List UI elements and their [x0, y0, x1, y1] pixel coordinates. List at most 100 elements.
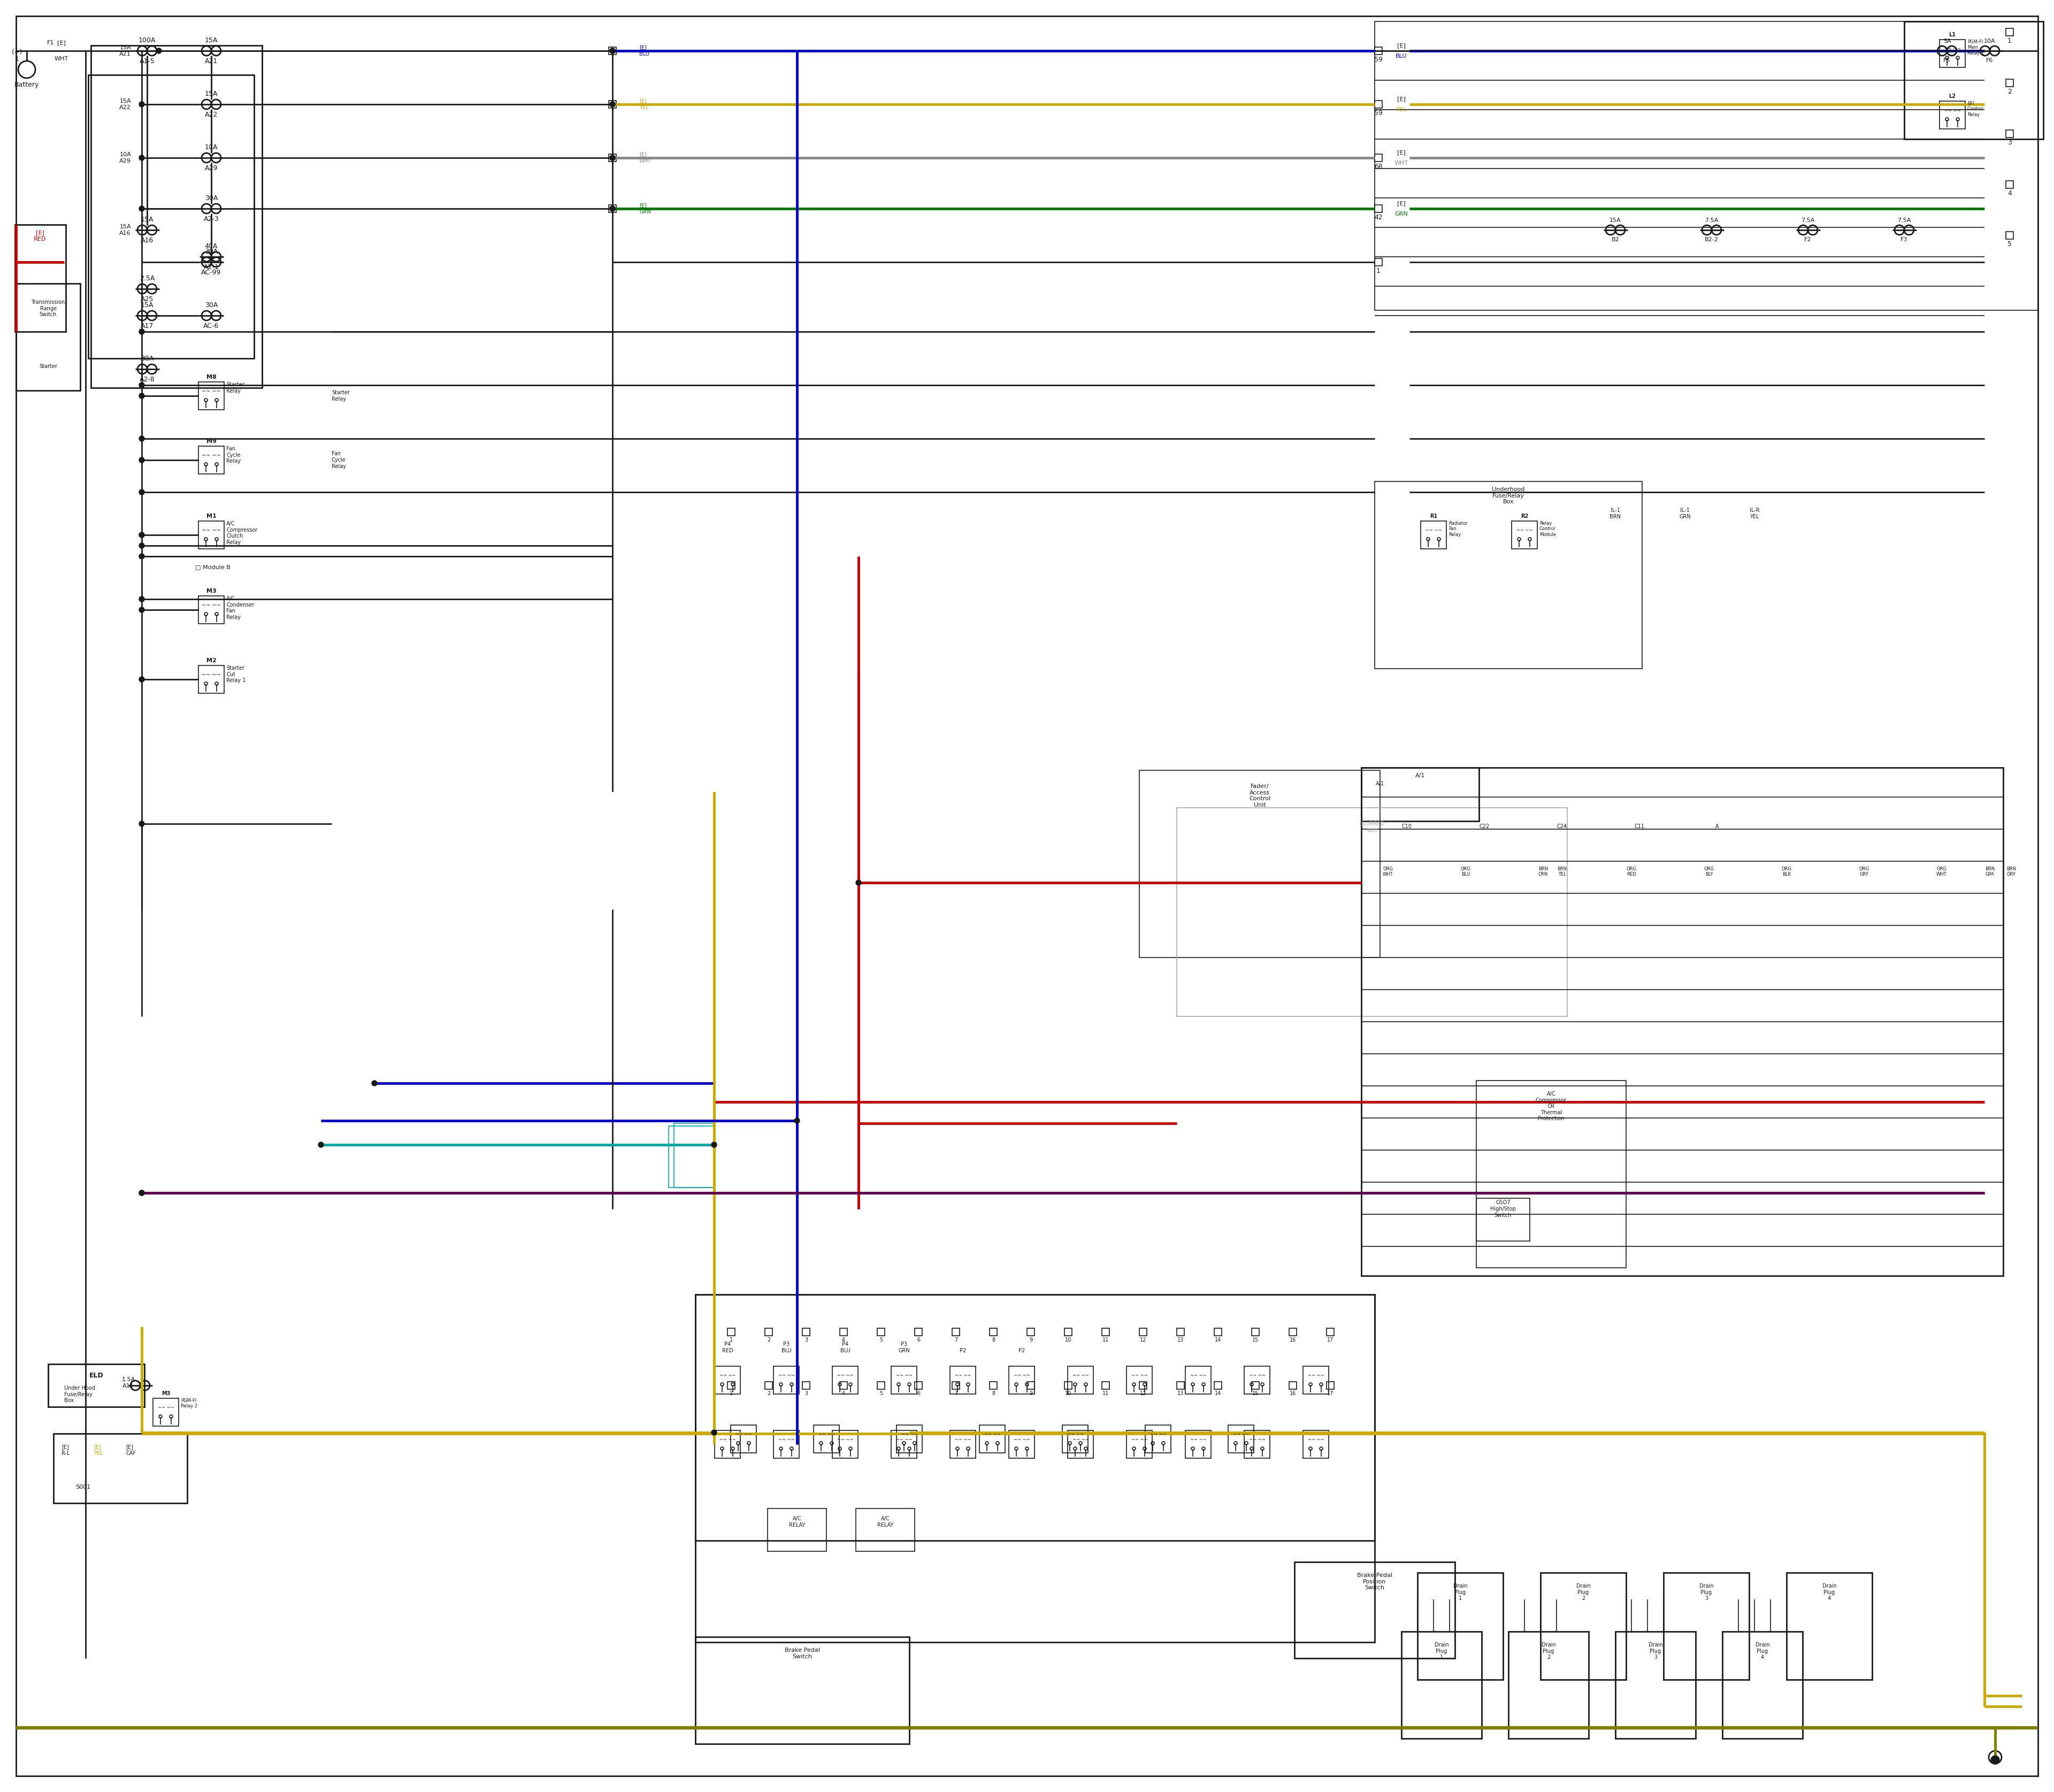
Bar: [1068, 1430, 1093, 1459]
Text: [E]
RED: [E] RED: [35, 229, 47, 242]
Text: ~~ ~~: ~~ ~~: [201, 453, 222, 459]
Bar: [1374, 100, 1382, 108]
Bar: [608, 100, 616, 108]
Bar: [914, 1328, 922, 1335]
Bar: [1327, 1382, 1333, 1389]
Text: ~~ ~~: ~~ ~~: [836, 1373, 852, 1378]
Bar: [199, 597, 224, 624]
Bar: [1245, 1366, 1269, 1394]
Text: ~~ ~~: ~~ ~~: [778, 1437, 795, 1443]
Bar: [1477, 1199, 1530, 1242]
Text: ~~ ~~: ~~ ~~: [902, 1432, 918, 1437]
Text: ~~ ~~: ~~ ~~: [719, 1437, 735, 1443]
Bar: [774, 1366, 799, 1394]
Text: ~~ ~~: ~~ ~~: [896, 1437, 912, 1443]
Bar: [47, 1364, 144, 1407]
Text: 7.5A: 7.5A: [1705, 217, 1719, 222]
Text: A16: A16: [140, 237, 154, 244]
Text: 12: 12: [1140, 1337, 1146, 1342]
Bar: [727, 1328, 735, 1335]
Text: □ Module B: □ Module B: [195, 564, 230, 570]
Text: ~~ ~~: ~~ ~~: [955, 1437, 972, 1443]
Text: ELD: ELD: [88, 1373, 103, 1380]
Text: 16: 16: [1290, 1337, 1296, 1342]
Text: 2: 2: [2007, 88, 2011, 95]
Text: Drain
Plug
3: Drain Plug 3: [1649, 1641, 1662, 1659]
Text: Fan
Cycle
Relay: Fan Cycle Relay: [226, 446, 240, 464]
Text: A2-3: A2-3: [203, 215, 220, 222]
Text: 3: 3: [805, 1337, 807, 1342]
Text: 4: 4: [842, 1391, 844, 1396]
Bar: [1374, 154, 1382, 161]
Text: P2: P2: [1019, 1348, 1025, 1353]
Text: 3: 3: [2007, 140, 2011, 145]
Text: 1.5A
A11: 1.5A A11: [121, 1376, 136, 1389]
Circle shape: [795, 1118, 799, 1124]
Bar: [199, 665, 224, 694]
Text: 14: 14: [1214, 1337, 1222, 1342]
Text: F1: F1: [47, 39, 53, 45]
Bar: [696, 1294, 1374, 1541]
Text: BRN
TEL: BRN TEL: [1557, 867, 1567, 876]
Bar: [696, 1294, 1374, 1641]
Circle shape: [140, 677, 144, 683]
Bar: [1302, 1366, 1329, 1394]
Text: PGM-FI
Main
Relay 1: PGM-FI Main Relay 1: [1968, 39, 1984, 56]
Text: ~~ ~~: ~~ ~~: [1249, 1437, 1265, 1443]
Bar: [840, 1328, 846, 1335]
Text: [E]
YEL: [E] YEL: [639, 99, 649, 109]
Text: 5: 5: [879, 1391, 883, 1396]
Bar: [2007, 181, 2013, 188]
Text: 5: 5: [2007, 240, 2011, 247]
Text: (+): (+): [12, 48, 23, 56]
Text: 1: 1: [1376, 267, 1380, 274]
Text: 59: 59: [1374, 109, 1382, 116]
Text: 17: 17: [1327, 1391, 1333, 1396]
Text: 10: 10: [1064, 1391, 1072, 1396]
Text: 15A
A21: 15A A21: [119, 45, 131, 57]
Text: ~~ ~~: ~~ ~~: [158, 1405, 175, 1410]
Text: ~~ ~~: ~~ ~~: [817, 1432, 834, 1437]
Text: 10A
A29: 10A A29: [119, 152, 131, 163]
Text: 8: 8: [992, 1391, 994, 1396]
Bar: [949, 1366, 976, 1394]
Bar: [1146, 1425, 1171, 1453]
Text: 8: 8: [992, 1337, 994, 1342]
Circle shape: [610, 102, 614, 108]
Bar: [2007, 29, 2013, 36]
Text: 1: 1: [729, 1391, 733, 1396]
Circle shape: [140, 382, 144, 387]
Text: Starter
Relay: Starter Relay: [226, 382, 244, 394]
Text: C24: C24: [1557, 824, 1567, 830]
Text: [E]
BLU: [E] BLU: [639, 45, 649, 57]
Text: A21: A21: [205, 57, 218, 65]
Text: C22: C22: [1479, 824, 1489, 830]
Text: 13: 13: [1177, 1337, 1183, 1342]
Text: 7.5A: 7.5A: [1898, 217, 1910, 222]
Text: A: A: [1715, 824, 1719, 830]
Text: IL-1
BRN: IL-1 BRN: [1610, 507, 1621, 520]
Bar: [1421, 521, 1446, 548]
Bar: [1327, 1328, 1333, 1335]
Bar: [715, 1430, 739, 1459]
Text: R2: R2: [1520, 514, 1528, 520]
Text: [E]: [E]: [1397, 201, 1405, 206]
Text: 30A: 30A: [205, 195, 218, 202]
Bar: [774, 1430, 799, 1459]
Bar: [1723, 1631, 1803, 1738]
Text: 15A: 15A: [205, 38, 218, 43]
Text: 68: 68: [1374, 163, 1382, 170]
Text: 9: 9: [1029, 1391, 1033, 1396]
Text: M2: M2: [205, 658, 216, 663]
Text: [E]: [E]: [1397, 151, 1405, 156]
Bar: [1374, 258, 1382, 265]
Bar: [199, 521, 224, 548]
Bar: [1177, 1328, 1185, 1335]
Bar: [1362, 767, 1479, 821]
Text: 15A: 15A: [205, 90, 218, 97]
Text: Drain
Plug
4: Drain Plug 4: [1756, 1641, 1771, 1659]
Text: ~~ ~~: ~~ ~~: [201, 529, 222, 534]
Text: ~~ ~~: ~~ ~~: [1189, 1373, 1206, 1378]
Bar: [1540, 1573, 1627, 1679]
Text: GRN: GRN: [1395, 211, 1409, 217]
